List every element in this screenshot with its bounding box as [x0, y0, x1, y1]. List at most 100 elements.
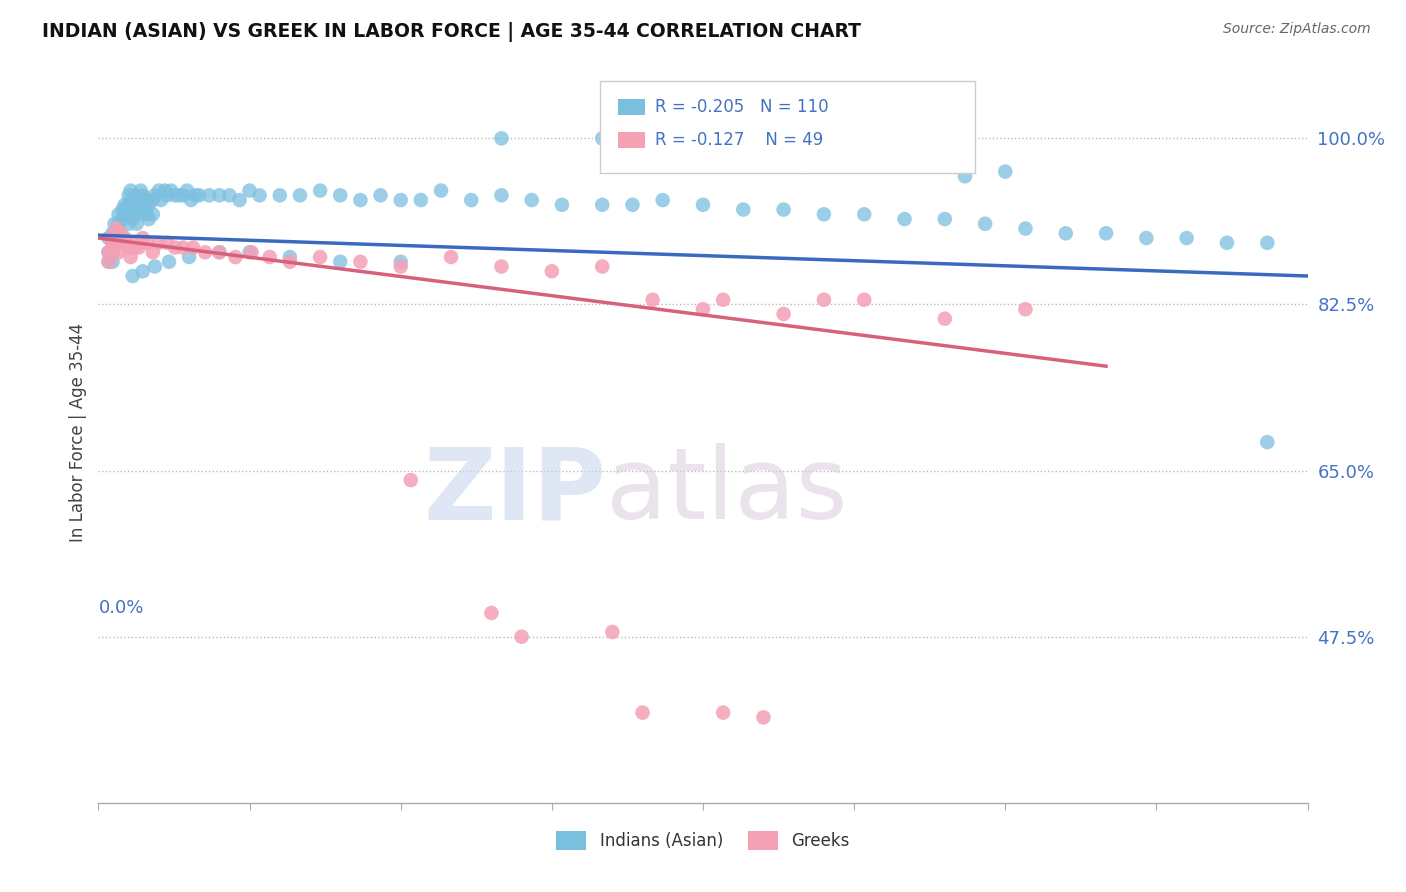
Point: [148, 184, 170, 198]
Point: [97, 231, 120, 245]
Point: [813, 207, 835, 221]
Legend: Indians (Asian), Greeks: Indians (Asian), Greeks: [557, 830, 849, 850]
Point: [621, 198, 644, 212]
Point: [278, 254, 301, 268]
Point: [156, 188, 179, 202]
Point: [121, 212, 143, 227]
Point: [510, 630, 533, 644]
Point: [101, 245, 124, 260]
Point: [641, 293, 664, 307]
Point: [121, 202, 143, 217]
FancyBboxPatch shape: [619, 99, 645, 115]
Y-axis label: In Labor Force | Age 35-44: In Labor Force | Age 35-44: [69, 323, 87, 542]
Point: [100, 231, 122, 245]
Point: [370, 188, 392, 202]
Point: [692, 198, 714, 212]
Point: [711, 706, 734, 720]
Point: [692, 141, 714, 155]
Point: [128, 193, 150, 207]
Point: [772, 307, 794, 321]
Point: [107, 227, 129, 241]
Point: [491, 188, 513, 202]
Point: [143, 260, 166, 274]
Text: ZIP: ZIP: [423, 443, 606, 541]
Point: [409, 193, 432, 207]
Point: [132, 188, 155, 202]
Point: [218, 188, 240, 202]
Point: [135, 207, 157, 221]
Point: [132, 264, 155, 278]
Point: [430, 184, 453, 198]
Point: [711, 293, 734, 307]
Point: [149, 193, 172, 207]
Text: INDIAN (ASIAN) VS GREEK IN LABOR FORCE | AGE 35-44 CORRELATION CHART: INDIAN (ASIAN) VS GREEK IN LABOR FORCE |…: [42, 22, 862, 42]
Point: [389, 254, 412, 268]
Point: [118, 198, 141, 212]
Point: [1175, 231, 1198, 245]
Point: [1135, 231, 1157, 245]
FancyBboxPatch shape: [619, 132, 645, 148]
Point: [103, 217, 125, 231]
Point: [97, 254, 120, 268]
Point: [156, 235, 179, 250]
Point: [440, 250, 463, 264]
Point: [101, 245, 124, 260]
Point: [349, 193, 371, 207]
Point: [107, 227, 129, 241]
Point: [602, 624, 624, 639]
Point: [97, 245, 120, 260]
Point: [121, 235, 143, 250]
Point: [103, 235, 125, 250]
Point: [208, 245, 231, 260]
Point: [249, 188, 271, 202]
Point: [631, 706, 654, 720]
Point: [103, 227, 125, 241]
Point: [288, 188, 311, 202]
Point: [142, 193, 165, 207]
Point: [813, 293, 835, 307]
Point: [278, 250, 301, 264]
Point: [239, 184, 262, 198]
Point: [138, 212, 160, 227]
Point: [491, 131, 513, 145]
Point: [132, 202, 155, 217]
Point: [591, 198, 613, 212]
Point: [101, 235, 124, 250]
Point: [194, 245, 217, 260]
Point: [101, 254, 124, 268]
Text: atlas: atlas: [606, 443, 848, 541]
Point: [893, 212, 915, 227]
Point: [125, 217, 148, 231]
Point: [129, 184, 152, 198]
Point: [389, 260, 412, 274]
Point: [107, 207, 129, 221]
Point: [1256, 435, 1278, 450]
Point: [551, 198, 574, 212]
Point: [135, 193, 157, 207]
Point: [259, 250, 281, 264]
Point: [143, 188, 166, 202]
Point: [329, 254, 352, 268]
Point: [111, 212, 134, 227]
Point: [240, 245, 263, 260]
Text: Source: ZipAtlas.com: Source: ZipAtlas.com: [1223, 22, 1371, 37]
Point: [134, 193, 156, 207]
Point: [180, 193, 202, 207]
Point: [793, 160, 815, 174]
Text: 0.0%: 0.0%: [98, 599, 143, 617]
Point: [1337, 478, 1360, 492]
Point: [118, 207, 141, 221]
Point: [309, 250, 332, 264]
Point: [934, 311, 956, 326]
Point: [107, 217, 129, 231]
Point: [153, 184, 176, 198]
Point: [269, 188, 291, 202]
Point: [135, 235, 157, 250]
Point: [591, 260, 613, 274]
Point: [224, 250, 246, 264]
Point: [121, 268, 143, 283]
Point: [853, 207, 876, 221]
Point: [172, 188, 194, 202]
Point: [1256, 235, 1278, 250]
Point: [114, 198, 136, 212]
